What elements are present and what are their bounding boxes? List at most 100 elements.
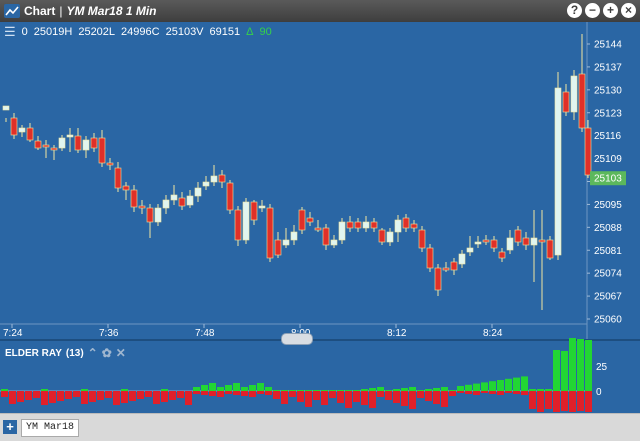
bull-power-bar — [377, 387, 384, 391]
bear-power-bar — [97, 391, 104, 400]
bull-power-bar — [217, 387, 224, 391]
bull-power-bar — [305, 390, 312, 391]
time-tick-label: 7:24 — [3, 328, 23, 339]
bear-power-bar — [257, 391, 264, 394]
bear-power-bar — [545, 391, 552, 409]
bull-power-bar — [353, 390, 360, 391]
current-price-label: 25103 — [594, 174, 622, 185]
bear-power-bar — [249, 391, 256, 397]
bear-power-bar — [449, 391, 456, 396]
candle-body — [514, 229, 522, 243]
bull-power-bar — [209, 383, 216, 391]
candle-body — [26, 127, 34, 141]
hamburger-icon[interactable]: ☰ — [4, 24, 16, 39]
candle-body — [58, 137, 66, 149]
panel-resize-handle[interactable] — [281, 333, 313, 345]
move-up-icon[interactable]: ⌃ — [87, 346, 98, 360]
add-symbol-button[interactable]: + — [3, 420, 17, 434]
bull-power-bar — [193, 387, 200, 391]
bear-power-bar — [193, 391, 200, 394]
candle-body — [50, 147, 58, 151]
bear-power-bar — [273, 391, 280, 399]
bear-power-bar — [425, 391, 432, 401]
bull-power-bar — [537, 389, 544, 391]
bull-power-bar — [489, 381, 496, 391]
bull-power-bar — [161, 389, 168, 391]
bear-power-bar — [225, 391, 232, 394]
candle-body — [322, 227, 330, 246]
candle-body — [290, 231, 298, 241]
candle-body — [2, 105, 10, 111]
bear-power-bar — [201, 391, 208, 395]
indicator-tick-label: 25 — [596, 362, 608, 373]
remove-indicator-icon[interactable]: ✕ — [115, 346, 126, 360]
time-tick-label: 8:24 — [483, 328, 503, 339]
bull-power-bar — [329, 390, 336, 391]
bear-power-bar — [353, 391, 360, 402]
candle-body — [306, 217, 314, 223]
candle-body — [538, 239, 546, 243]
time-axis: 7:247:367:488:008:128:24 — [0, 323, 640, 341]
candle-body — [90, 137, 98, 149]
price-tick-label: 25130 — [594, 85, 622, 96]
candle-body — [578, 73, 586, 129]
bull-power-bar — [345, 390, 352, 391]
bull-power-bar — [313, 390, 320, 391]
bull-power-bar — [497, 380, 504, 391]
close-button[interactable]: × — [621, 3, 636, 18]
bear-power-bar — [497, 391, 504, 395]
bear-power-bar — [17, 391, 24, 402]
candle-body — [34, 140, 42, 149]
candle-body — [370, 221, 378, 229]
bull-power-bar — [449, 390, 456, 391]
bear-power-bar — [153, 391, 160, 404]
bear-power-bar — [41, 391, 48, 405]
bull-power-bar — [425, 389, 432, 391]
price-tick-label: 25081 — [594, 246, 622, 257]
candle-body — [146, 207, 154, 223]
bear-power-bar — [89, 391, 96, 402]
candle-body — [482, 239, 490, 243]
maximize-button[interactable]: + — [603, 3, 618, 18]
symbol-tab[interactable]: YM Mar18 — [21, 419, 80, 437]
time-tick-label: 7:36 — [99, 328, 119, 339]
close-value: 24996C — [121, 26, 160, 38]
bull-power-bar — [121, 389, 128, 391]
candle-body — [338, 221, 346, 241]
bear-power-bar — [329, 391, 336, 398]
candle-body — [466, 247, 474, 253]
bear-power-bar — [129, 391, 136, 401]
bear-power-bar — [49, 391, 56, 403]
bull-power-bar — [321, 390, 328, 391]
candle-body — [562, 91, 570, 113]
chart-canvas[interactable]: 2514425137251302512325116251092510225095… — [0, 22, 640, 412]
bear-power-bar — [465, 391, 472, 394]
candle-body — [10, 117, 18, 136]
bull-power-bar — [289, 390, 296, 391]
price-tick-label: 25067 — [594, 292, 622, 303]
bull-power-bar — [513, 377, 520, 391]
bull-power-bar — [273, 390, 280, 391]
bull-power-bar — [361, 389, 368, 391]
bear-power-bar — [121, 391, 128, 403]
candle-body — [298, 209, 306, 231]
candle-body — [346, 221, 354, 229]
help-button[interactable]: ? — [567, 3, 582, 18]
bear-power-bar — [369, 391, 376, 408]
settings-gear-icon[interactable]: ✿ — [101, 346, 112, 360]
candle-body — [498, 251, 506, 259]
candle-body — [554, 87, 562, 256]
indicator-title: ELDER RAY — [5, 347, 62, 359]
indicator-header: ELDER RAY (13) ⌃ ✿ ✕ — [5, 346, 126, 360]
candle-body — [394, 219, 402, 233]
candle-body — [170, 194, 178, 201]
candle-body — [474, 241, 482, 245]
bull-power-bar — [465, 384, 472, 391]
candle-body — [234, 209, 242, 241]
bull-power-bar — [41, 389, 48, 391]
bear-power-bar — [281, 391, 288, 404]
bear-power-bar — [113, 391, 120, 405]
candle-body — [138, 205, 146, 209]
bull-power-bar — [457, 386, 464, 391]
minimize-button[interactable]: − — [585, 3, 600, 18]
